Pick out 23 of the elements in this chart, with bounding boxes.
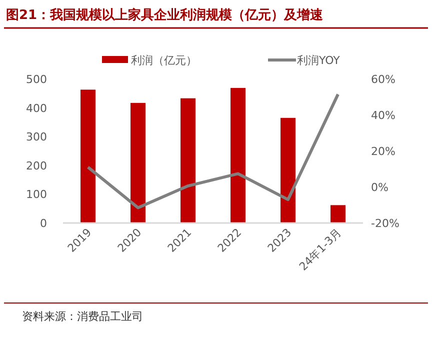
y-tick-label: 200 <box>26 159 47 172</box>
y-tick-label: 500 <box>26 73 47 86</box>
y2-tick-label: 0% <box>371 181 388 194</box>
y2-tick-label: 20% <box>371 145 396 158</box>
x-tick-label: 24年1-3月 <box>296 226 344 274</box>
bar <box>180 98 196 223</box>
chart-title: 图21：我国规模以上家具企业利润规模（亿元）及增速 <box>6 7 324 23</box>
bar <box>80 90 96 223</box>
y2-tick-label: 60% <box>371 73 396 86</box>
y-tick-label: 300 <box>26 130 47 144</box>
bar <box>330 205 346 223</box>
bar <box>130 102 146 223</box>
bar <box>280 118 296 223</box>
legend-label: 利润（亿元） <box>131 54 197 67</box>
y2-tick-label: -20% <box>371 217 400 230</box>
y-tick-label: 400 <box>26 102 47 115</box>
bar <box>230 88 246 223</box>
text: 资料来源：消费品工业司 <box>22 310 143 323</box>
y-tick-label: 100 <box>26 188 47 202</box>
y-tick-label: 0 <box>40 217 47 230</box>
legend-label: 利润YOY <box>297 54 340 67</box>
y2-tick-label: 40% <box>371 109 396 122</box>
line-series <box>86 92 340 210</box>
